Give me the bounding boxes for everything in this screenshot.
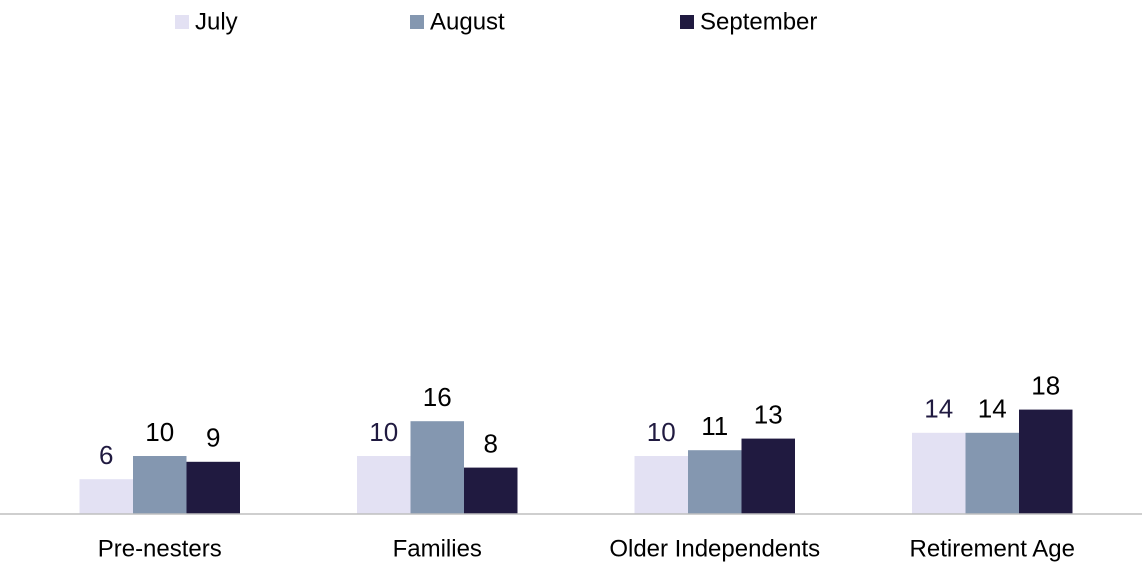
bar bbox=[1019, 409, 1073, 514]
data-label: 18 bbox=[1031, 370, 1060, 400]
bar bbox=[79, 479, 133, 514]
legend-swatch bbox=[680, 15, 694, 29]
data-label: 6 bbox=[99, 440, 113, 470]
legend-label: July bbox=[195, 8, 238, 35]
data-label: 8 bbox=[484, 428, 498, 458]
bar bbox=[186, 461, 240, 514]
bar bbox=[912, 432, 966, 514]
legend-label: August bbox=[430, 8, 505, 35]
legend-swatch bbox=[410, 15, 424, 29]
data-label: 11 bbox=[701, 411, 728, 441]
bar bbox=[357, 456, 411, 514]
bar bbox=[410, 421, 464, 514]
x-tick-label: Retirement Age bbox=[910, 535, 1075, 562]
bar bbox=[688, 450, 742, 514]
data-label: 16 bbox=[423, 382, 452, 412]
data-label: 14 bbox=[978, 394, 1007, 424]
data-label: 14 bbox=[924, 394, 953, 424]
bar bbox=[741, 438, 795, 514]
data-label: 13 bbox=[754, 399, 783, 429]
legend-swatch bbox=[175, 15, 189, 29]
bar bbox=[133, 456, 187, 514]
x-tick-label: Older Independents bbox=[609, 535, 820, 562]
bar bbox=[634, 456, 688, 514]
x-tick-label: Pre-nesters bbox=[98, 535, 222, 562]
legend-label: September bbox=[700, 8, 817, 35]
bar bbox=[965, 432, 1019, 514]
data-label: 10 bbox=[369, 417, 398, 447]
data-label: 10 bbox=[145, 417, 174, 447]
bar bbox=[464, 467, 518, 514]
data-label: 9 bbox=[206, 423, 220, 453]
x-tick-label: Families bbox=[393, 535, 482, 562]
data-label: 10 bbox=[647, 417, 676, 447]
